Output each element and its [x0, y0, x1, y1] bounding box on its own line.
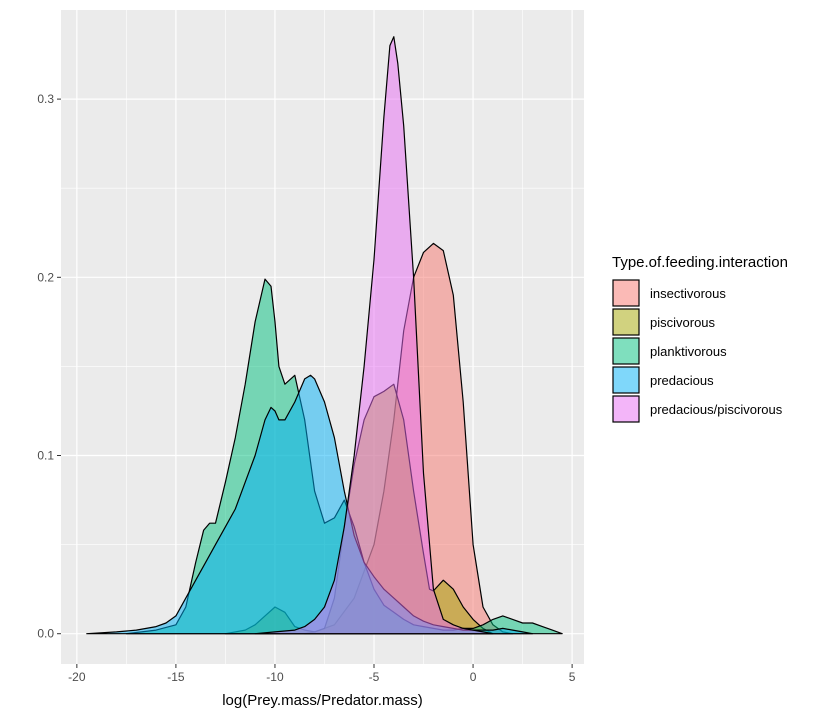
legend: Type.of.feeding.interaction insectivorou… [612, 254, 788, 423]
x-tick-label: -15 [167, 670, 185, 684]
y-tick-label: 0.0 [37, 627, 54, 641]
legend-label-predacious: predacious [650, 373, 714, 388]
y-tick-label: 0.2 [37, 270, 54, 284]
y-tick-label: 0.3 [37, 92, 54, 106]
legend-label-predacious-piscivorous: predacious/piscivorous [650, 402, 783, 417]
y-tick-label: 0.1 [37, 449, 54, 463]
legend-items: insectivorous piscivorous planktivorous pre… [612, 279, 783, 423]
legend-label-insectivorous: insectivorous [650, 286, 726, 301]
legend-key-piscivorous [612, 308, 640, 336]
legend-label-piscivorous: piscivorous [650, 315, 716, 330]
x-tick-label: -5 [369, 670, 380, 684]
legend-label-planktivorous: planktivorous [650, 344, 727, 359]
x-axis-title: log(Prey.mass/Predator.mass) [222, 692, 423, 709]
x-tick-label: 5 [569, 670, 576, 684]
x-tick-label: 0 [470, 670, 477, 684]
x-tick-label: -20 [68, 670, 86, 684]
y-axis: 0.0 0.1 0.2 0.3 [37, 92, 61, 641]
legend-key-insectivorous [612, 279, 640, 307]
density-area-predacious-piscivorous [254, 36, 494, 635]
legend-key-predacious-piscivorous [612, 395, 640, 423]
x-tick-label: -10 [266, 670, 284, 684]
legend-title: Type.of.feeding.interaction [612, 254, 788, 271]
x-axis: -20 -15 -10 -5 0 5 [68, 664, 576, 684]
density-areas [86, 36, 563, 635]
legend-key-predacious [612, 366, 640, 394]
legend-key-planktivorous [612, 337, 640, 365]
